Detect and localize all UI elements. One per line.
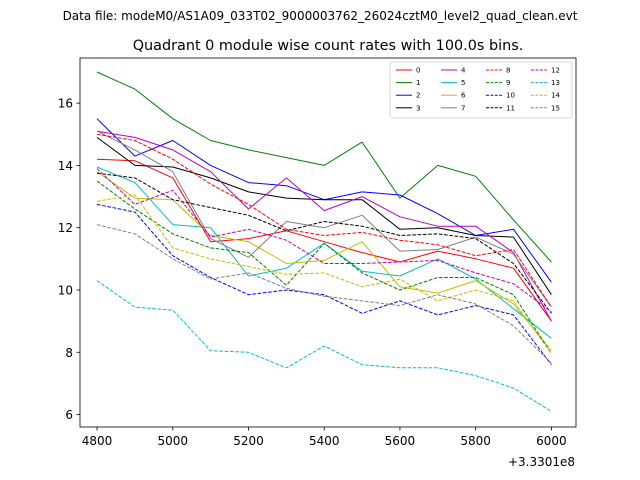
x-tick-label-6000: 6000 xyxy=(536,434,567,448)
y-tick-label-16: 16 xyxy=(58,97,73,111)
series-line-10 xyxy=(96,203,552,366)
legend-label-12: 12 xyxy=(551,67,560,75)
series-line-13 xyxy=(96,280,552,412)
y-tick-label-12: 12 xyxy=(58,221,73,235)
legend-label-11: 11 xyxy=(506,104,515,112)
series-line-1 xyxy=(96,71,552,263)
x-tick-label-5000: 5000 xyxy=(157,434,188,448)
series-line-11 xyxy=(96,172,552,314)
series-line-12 xyxy=(96,168,552,313)
y-tick-label-8: 8 xyxy=(65,346,73,360)
legend-label-0: 0 xyxy=(416,67,420,75)
series-line-8 xyxy=(96,133,552,308)
plot-frame xyxy=(79,57,577,428)
legend-label-7: 7 xyxy=(461,104,465,112)
series-layer xyxy=(96,71,552,412)
series-line-4 xyxy=(96,130,552,322)
legend-label-14: 14 xyxy=(551,92,560,100)
legend-label-10: 10 xyxy=(506,92,515,100)
chart-title: Quadrant 0 module wise count rates with … xyxy=(133,38,524,54)
axes-layer: 4800 5000 5200 5400 5600 5800 6000 6 8 10 12 14 16 xyxy=(58,97,567,448)
legend-label-13: 13 xyxy=(551,79,560,87)
series-line-15 xyxy=(96,224,552,364)
legend-label-1: 1 xyxy=(416,79,420,87)
x-tick-label-5600: 5600 xyxy=(385,434,416,448)
y-tick-label-14: 14 xyxy=(58,159,73,173)
series-line-9 xyxy=(96,180,552,355)
legend-label-4: 4 xyxy=(461,67,466,75)
legend-label-15: 15 xyxy=(551,104,560,112)
y-tick-label-10: 10 xyxy=(58,283,73,297)
legend-label-6: 6 xyxy=(461,92,466,100)
legend-label-8: 8 xyxy=(506,67,510,75)
legend-label-3: 3 xyxy=(416,104,420,112)
legend-label-5: 5 xyxy=(461,79,465,87)
x-tick-label-5200: 5200 xyxy=(233,434,264,448)
x-tick-label-4800: 4800 xyxy=(82,434,113,448)
legend-label-9: 9 xyxy=(506,79,510,87)
series-line-3 xyxy=(96,136,552,295)
legend-label-2: 2 xyxy=(416,92,420,100)
x-tick-label-5400: 5400 xyxy=(309,434,340,448)
series-line-14 xyxy=(96,194,552,355)
legend-box xyxy=(389,61,573,119)
series-line-7 xyxy=(96,130,552,308)
suptitle: Data file: modeM0/AS1A09_033T02_90000037… xyxy=(63,9,578,23)
x-offset-label: +3.3301e8 xyxy=(508,455,575,469)
x-tick-label-5800: 5800 xyxy=(460,434,491,448)
series-line-0 xyxy=(96,158,552,322)
y-tick-label-6: 6 xyxy=(65,408,73,422)
